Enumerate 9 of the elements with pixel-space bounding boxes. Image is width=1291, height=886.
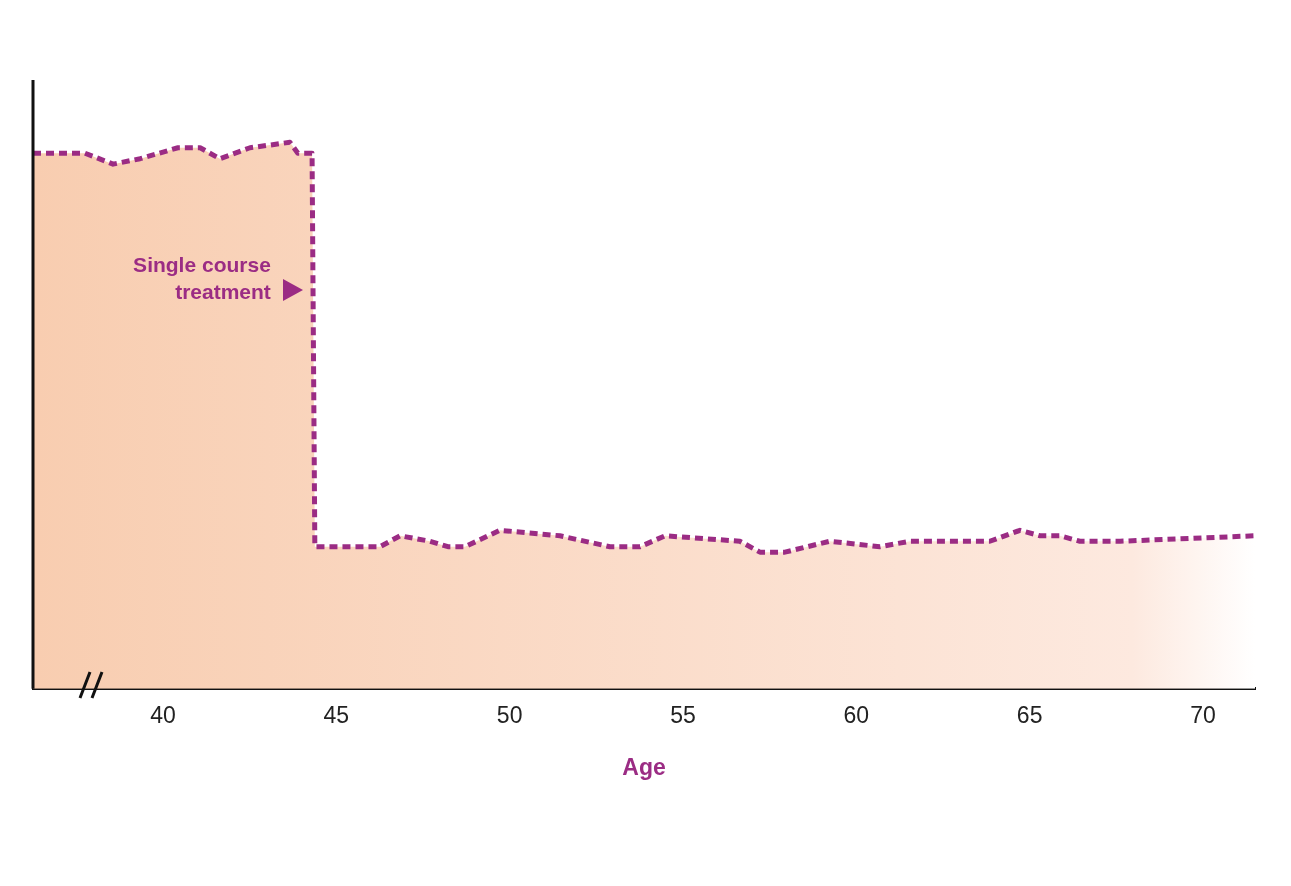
x-tick-label: 55 bbox=[670, 701, 696, 728]
x-tick-label: 65 bbox=[1016, 701, 1043, 728]
annotation: Single course treatment bbox=[133, 253, 271, 304]
x-tick-label: 60 bbox=[843, 701, 870, 728]
x-tick-label: 40 bbox=[150, 701, 176, 728]
x-tick-label: 50 bbox=[496, 701, 523, 728]
x-axis-title: Age bbox=[622, 753, 666, 780]
x-tick-label: 45 bbox=[323, 701, 350, 728]
x-tick-label: 70 bbox=[1190, 701, 1216, 728]
